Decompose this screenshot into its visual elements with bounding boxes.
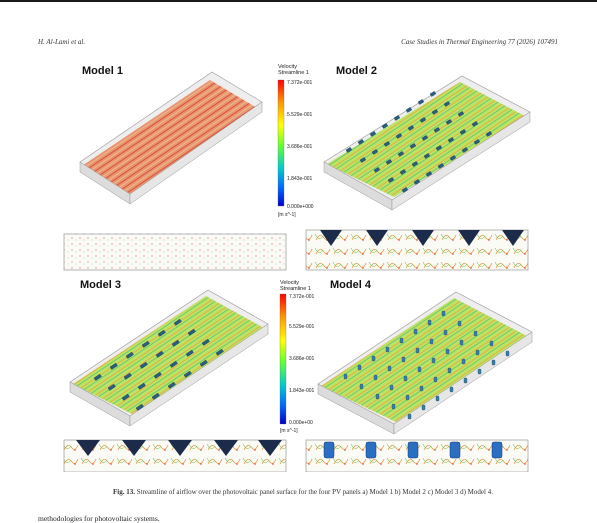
model-3-fins	[93, 318, 224, 411]
legend-tick: 0.000e+000	[287, 204, 314, 210]
model-3-cross-section	[63, 439, 287, 472]
legend-title-1: Velocity	[280, 280, 299, 286]
model-4-label: Model 4	[330, 279, 372, 291]
model-2-panel: Model 2	[323, 65, 531, 211]
figure-label: Fig. 13.	[113, 488, 136, 496]
model-3-label: Model 3	[80, 279, 121, 291]
velocity-legend-lower: Velocity Streamline 1 7.372e-001 5.529e-…	[279, 280, 315, 434]
model-1-cross-section	[63, 233, 287, 271]
figure-13: Model 1 Velocity Streamline 1 7.372e-001…	[63, 64, 533, 472]
body-text: methodologies for photovoltaic systems.	[38, 514, 160, 523]
legend-tick: 1.843e-001	[287, 176, 313, 182]
legend-tick: 3.686e-001	[287, 144, 313, 150]
legend-tick: 0.000e+00	[289, 420, 313, 426]
model-1-panel: Model 1	[79, 65, 263, 205]
legend-title-2: Streamline 1	[280, 286, 311, 292]
model-2-cross-section	[305, 229, 529, 271]
velocity-legend-upper: Velocity Streamline 1 7.372e-001 5.529e-…	[277, 64, 314, 218]
running-header-authors: H. Al-Lami et al.	[38, 38, 86, 46]
figure-caption: Fig. 13. Streamline of airflow over the …	[48, 488, 558, 496]
legend-colorbar	[277, 79, 285, 207]
model-1-label: Model 1	[82, 65, 123, 77]
model-3-panel: Model 3	[69, 279, 269, 427]
legend-title-1: Velocity	[278, 64, 297, 70]
model-4-panel: Model 4	[317, 279, 533, 435]
legend-tick: 5.529e-001	[289, 324, 315, 330]
model-4-cross-section	[305, 439, 529, 472]
figure-caption-text: Streamline of airflow over the photovolt…	[136, 488, 493, 496]
legend-unit: [m s^-1]	[280, 428, 298, 434]
legend-tick: 3.686e-001	[289, 356, 315, 362]
model-2-label: Model 2	[336, 65, 377, 77]
legend-unit: [m s^-1]	[278, 212, 296, 218]
running-header-journal: Case Studies in Thermal Engineering 77 (…	[401, 38, 558, 46]
model-2-fins	[345, 91, 493, 193]
legend-colorbar	[279, 293, 287, 425]
header-rule	[0, 0, 597, 2]
model-4-fins	[343, 310, 510, 420]
legend-tick: 1.843e-001	[289, 388, 315, 394]
legend-tick: 7.372e-001	[289, 294, 315, 300]
legend-title-2: Streamline 1	[278, 70, 309, 76]
legend-tick: 5.529e-001	[287, 112, 313, 118]
legend-tick: 7.372e-001	[287, 80, 313, 86]
